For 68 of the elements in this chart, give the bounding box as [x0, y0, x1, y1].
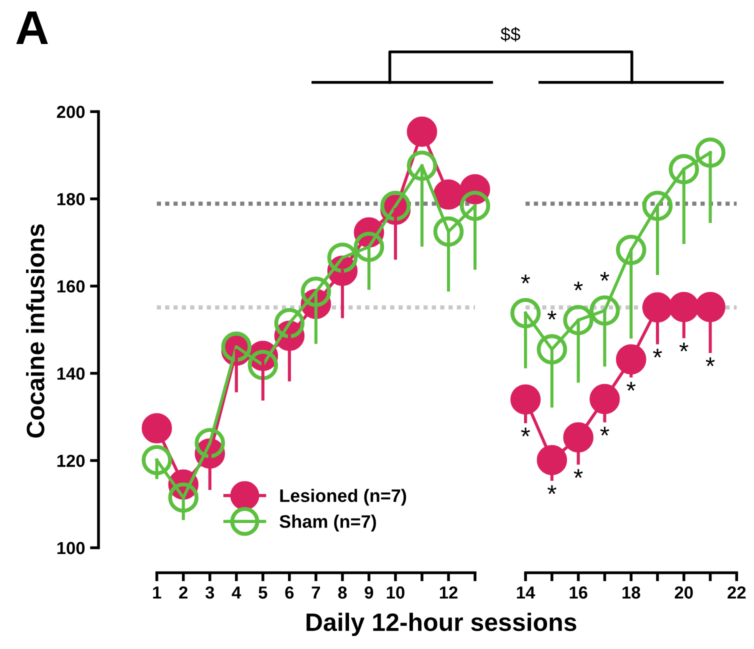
point: [616, 234, 646, 266]
point: [142, 413, 172, 444]
point: [327, 242, 358, 273]
point: [406, 150, 438, 181]
x-tick-label: 2: [179, 586, 188, 599]
point: [354, 232, 384, 262]
point: [668, 154, 700, 184]
point: [433, 179, 464, 210]
x-tick-label: 12: [440, 586, 458, 599]
point: [695, 137, 726, 168]
point: [563, 304, 594, 336]
annotation: *: [574, 469, 583, 478]
legend-label: Sham (n=7): [280, 514, 376, 532]
annotation: *: [706, 357, 715, 366]
x-tick-label: 14: [516, 586, 536, 599]
point: [695, 292, 726, 322]
point: [590, 384, 620, 414]
point: [406, 116, 438, 147]
annotation: *: [521, 428, 530, 436]
y-tick-label: 100: [57, 542, 85, 554]
x-tick-label: 4: [232, 586, 242, 599]
point: [168, 482, 198, 513]
point: [510, 298, 541, 328]
x-tick-label: 8: [338, 586, 347, 599]
annotation: *: [600, 272, 610, 281]
annotation: *: [679, 342, 688, 352]
point: [642, 190, 673, 221]
point: [460, 190, 490, 221]
x-tick-label: 5: [258, 586, 268, 599]
annotation: *: [653, 348, 662, 358]
x-tick-label: 10: [386, 586, 404, 599]
x-tick-label: 1: [153, 586, 162, 599]
point: [194, 428, 226, 458]
x-tick-label: 22: [728, 586, 746, 599]
x-axis-title: Daily 12-hour sessions: [306, 612, 576, 636]
annotation: *: [547, 485, 556, 494]
point: [616, 344, 646, 374]
annotation: *: [574, 282, 583, 290]
point: [563, 422, 594, 453]
x-tick-label: 20: [674, 586, 693, 599]
legend-label: Lesioned (n=7): [280, 488, 406, 506]
y-tick-label: 180: [57, 193, 85, 206]
point: [536, 444, 568, 476]
annotation: *: [626, 382, 636, 391]
x-tick-label: 9: [364, 586, 374, 599]
x-tick-label: 6: [285, 586, 294, 599]
y-axis-title: Cocaine infusions: [26, 224, 44, 438]
text: $$: [500, 27, 520, 42]
chart-title: A: [16, 11, 48, 44]
x-tick-label: 7: [312, 586, 320, 599]
point: [274, 308, 305, 338]
x-tick-label: 18: [622, 586, 640, 599]
annotation: *: [547, 310, 556, 320]
y-tick-label: 160: [57, 280, 85, 293]
point: [142, 444, 172, 476]
annotation: *: [521, 274, 530, 284]
x-tick-label: 3: [205, 586, 214, 599]
x-tick-label: 16: [570, 586, 588, 599]
point: [248, 350, 278, 380]
point: [510, 384, 541, 415]
point: [300, 276, 332, 307]
point: [536, 334, 568, 364]
annotation: *: [600, 426, 610, 436]
y-tick-label: 200: [56, 106, 85, 118]
y-tick-label: 120: [57, 454, 85, 467]
point: [590, 295, 620, 326]
point: [433, 216, 464, 247]
y-tick-label: 140: [57, 367, 85, 380]
